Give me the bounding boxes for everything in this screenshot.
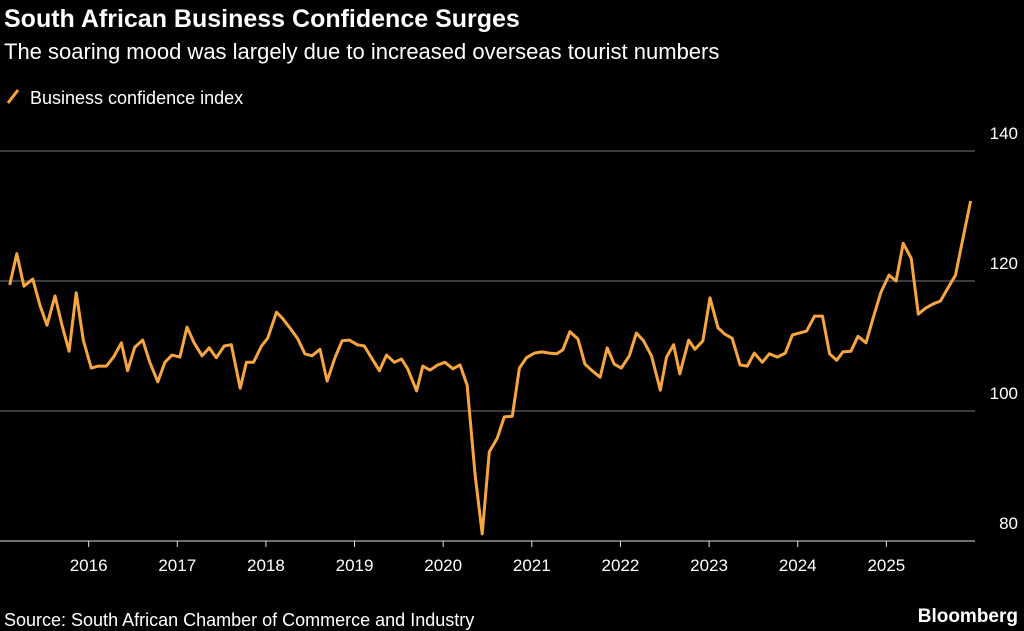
y-tick-label: 140 (990, 124, 1018, 143)
x-tick-label: 2016 (70, 556, 108, 575)
chart-subtitle: The soaring mood was largely due to incr… (4, 39, 719, 64)
legend-label: Business confidence index (30, 88, 243, 108)
x-tick-label: 2025 (867, 556, 905, 575)
y-tick-label: 100 (990, 384, 1018, 403)
x-tick-label: 2021 (513, 556, 551, 575)
x-tick-label: 2018 (247, 556, 285, 575)
x-tick-label: 2023 (690, 556, 728, 575)
x-tick-label: 2024 (779, 556, 817, 575)
x-tick-label: 2017 (158, 556, 196, 575)
data-line (8, 200, 973, 536)
x-tick-label: 2020 (424, 556, 462, 575)
source: Source: South African Chamber of Commerc… (4, 610, 474, 630)
x-tick-label: 2019 (336, 556, 374, 575)
chart-title: South African Business Confidence Surges (4, 5, 520, 33)
y-tick-label: 120 (990, 254, 1018, 273)
legend-swatch (6, 89, 20, 104)
brand: Bloomberg (918, 606, 1018, 627)
y-tick-label: 80 (999, 514, 1018, 533)
x-tick-label: 2022 (602, 556, 640, 575)
